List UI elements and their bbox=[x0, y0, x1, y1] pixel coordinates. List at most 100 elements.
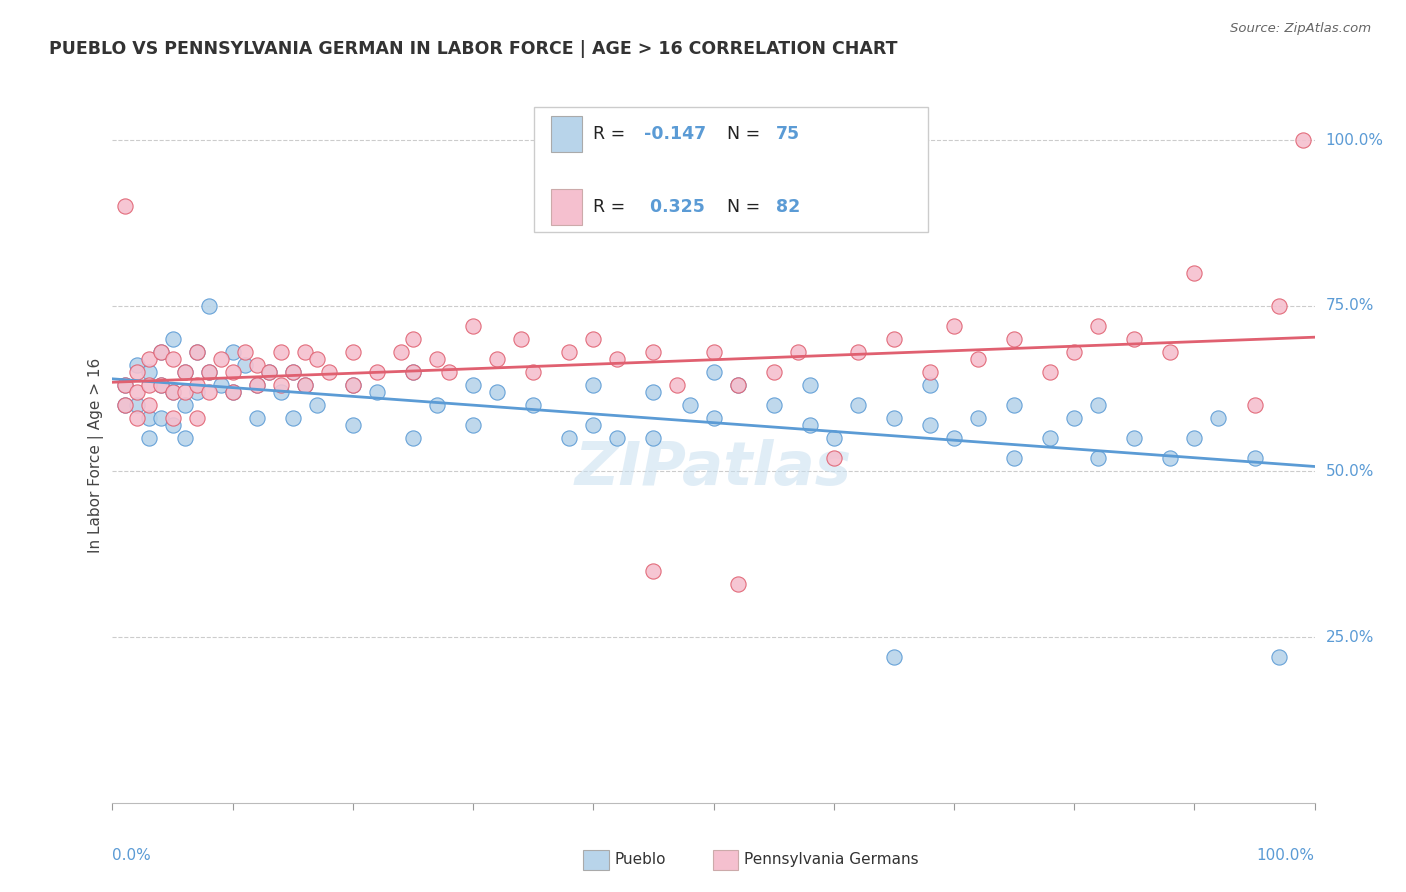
Point bbox=[522, 398, 544, 412]
Point bbox=[1184, 431, 1206, 445]
Point bbox=[197, 365, 219, 379]
Point bbox=[558, 431, 581, 445]
Point bbox=[197, 384, 219, 399]
Point bbox=[197, 299, 219, 313]
Point bbox=[1159, 451, 1181, 466]
Point bbox=[281, 411, 304, 425]
Point bbox=[1208, 411, 1230, 425]
Point bbox=[643, 345, 665, 359]
Point bbox=[114, 378, 136, 392]
Point bbox=[149, 378, 172, 392]
Point bbox=[257, 365, 280, 379]
Point bbox=[162, 411, 184, 425]
Point bbox=[173, 365, 195, 379]
Point bbox=[114, 398, 136, 412]
Point bbox=[1267, 650, 1289, 665]
Point bbox=[582, 418, 605, 433]
Point bbox=[702, 365, 725, 379]
Point bbox=[366, 384, 388, 399]
Point bbox=[125, 398, 148, 412]
Point bbox=[942, 431, 965, 445]
Point bbox=[138, 378, 160, 392]
Point bbox=[967, 351, 990, 366]
Text: PUEBLO VS PENNSYLVANIA GERMAN IN LABOR FORCE | AGE > 16 CORRELATION CHART: PUEBLO VS PENNSYLVANIA GERMAN IN LABOR F… bbox=[49, 40, 897, 58]
Point bbox=[342, 418, 364, 433]
Point bbox=[209, 351, 232, 366]
Point bbox=[486, 351, 509, 366]
Point bbox=[1123, 431, 1146, 445]
Point bbox=[138, 351, 160, 366]
Point bbox=[149, 345, 172, 359]
Text: 25.0%: 25.0% bbox=[1326, 630, 1374, 645]
Point bbox=[510, 332, 533, 346]
Point bbox=[883, 650, 905, 665]
Point bbox=[246, 378, 269, 392]
Text: ZIPatlas: ZIPatlas bbox=[575, 440, 852, 499]
Point bbox=[246, 359, 269, 373]
Point bbox=[967, 411, 990, 425]
Point bbox=[342, 378, 364, 392]
Point bbox=[149, 411, 172, 425]
Point bbox=[173, 365, 195, 379]
Point bbox=[270, 345, 292, 359]
Point bbox=[437, 365, 460, 379]
Point bbox=[162, 351, 184, 366]
Point bbox=[582, 332, 605, 346]
Point bbox=[786, 345, 808, 359]
Point bbox=[762, 365, 785, 379]
Point bbox=[1063, 411, 1085, 425]
Point bbox=[162, 384, 184, 399]
Point bbox=[846, 398, 869, 412]
Point bbox=[606, 351, 628, 366]
Point bbox=[643, 431, 665, 445]
Point bbox=[209, 378, 232, 392]
Point bbox=[1087, 398, 1109, 412]
Point bbox=[294, 345, 316, 359]
Point bbox=[1087, 451, 1109, 466]
Point bbox=[305, 351, 328, 366]
Point bbox=[186, 345, 208, 359]
Point bbox=[678, 398, 700, 412]
Point bbox=[702, 411, 725, 425]
Point bbox=[389, 345, 412, 359]
Point bbox=[799, 418, 821, 433]
Point bbox=[1243, 398, 1265, 412]
Point bbox=[138, 398, 160, 412]
Point bbox=[233, 359, 256, 373]
Point bbox=[305, 398, 328, 412]
Point bbox=[823, 431, 845, 445]
Point bbox=[114, 378, 136, 392]
Point bbox=[186, 345, 208, 359]
Point bbox=[281, 365, 304, 379]
Text: 0.325: 0.325 bbox=[644, 198, 704, 216]
Y-axis label: In Labor Force | Age > 16: In Labor Force | Age > 16 bbox=[89, 358, 104, 552]
Point bbox=[558, 345, 581, 359]
Text: N =: N = bbox=[727, 198, 766, 216]
Point bbox=[1063, 345, 1085, 359]
Text: 75: 75 bbox=[776, 125, 800, 143]
Point bbox=[883, 411, 905, 425]
Point bbox=[402, 365, 425, 379]
Point bbox=[149, 345, 172, 359]
Text: 82: 82 bbox=[776, 198, 800, 216]
Point bbox=[643, 564, 665, 578]
Point bbox=[1002, 398, 1025, 412]
Point bbox=[294, 378, 316, 392]
Point bbox=[114, 398, 136, 412]
Point bbox=[186, 411, 208, 425]
Point bbox=[222, 365, 245, 379]
Point bbox=[138, 411, 160, 425]
Point bbox=[426, 398, 449, 412]
Point bbox=[222, 384, 245, 399]
Text: -0.147: -0.147 bbox=[644, 125, 706, 143]
Point bbox=[426, 351, 449, 366]
Point bbox=[1002, 451, 1025, 466]
Point bbox=[1087, 318, 1109, 333]
Point bbox=[402, 332, 425, 346]
Point bbox=[222, 384, 245, 399]
Point bbox=[233, 345, 256, 359]
Point bbox=[727, 378, 749, 392]
Point bbox=[1002, 332, 1025, 346]
Point bbox=[702, 345, 725, 359]
Text: 0.0%: 0.0% bbox=[112, 848, 152, 863]
